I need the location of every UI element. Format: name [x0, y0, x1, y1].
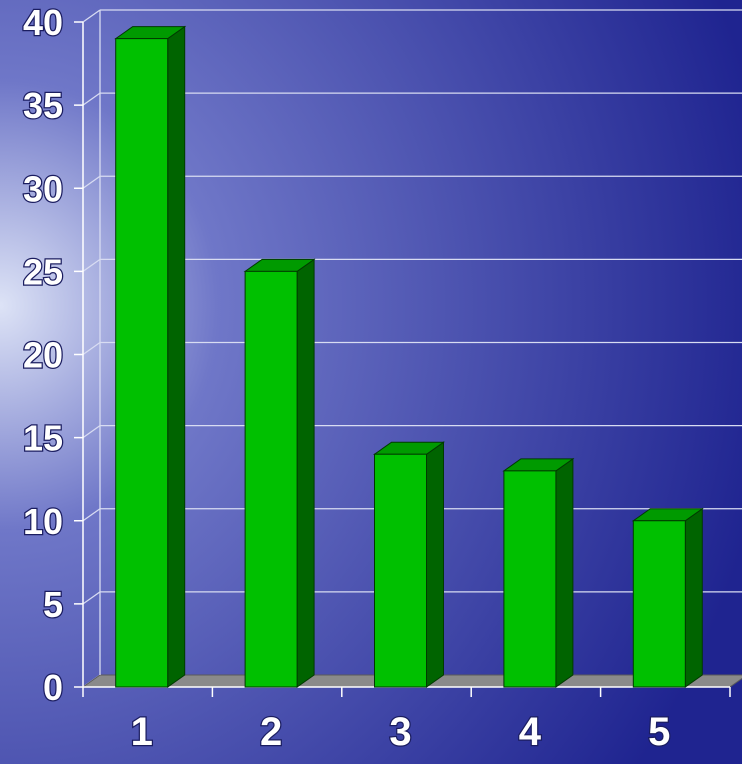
bar-front-face — [632, 520, 686, 688]
bar — [114, 25, 187, 688]
bar — [502, 457, 575, 688]
x-tick-label: 2 — [260, 710, 282, 754]
y-tick-label: 10 — [23, 501, 63, 542]
side-wall-gridline — [82, 591, 101, 605]
gridlines — [82, 9, 742, 688]
side-wall-gridline — [82, 92, 101, 106]
side-wall-gridline — [82, 175, 101, 189]
bar — [243, 258, 316, 688]
y-tick-label: 15 — [23, 418, 63, 459]
side-wall-gridline — [82, 341, 101, 356]
side-wall-gridline — [82, 258, 101, 272]
x-tick-label: 3 — [389, 710, 411, 754]
bar — [631, 507, 704, 688]
side-wall-gridline — [82, 508, 101, 522]
y-tick-label: 35 — [23, 85, 63, 126]
bar-side-face — [555, 457, 574, 688]
y-tick-label: 25 — [23, 251, 63, 292]
y-tick-label: 20 — [23, 335, 63, 376]
labels: 0 5 10 15 20 25 30 35 40 1 2 3 4 5 — [22, 1, 672, 756]
bars — [114, 25, 704, 688]
side-wall-gridline — [82, 425, 101, 439]
y-tick-label: 30 — [23, 168, 63, 209]
x-tick-label: 5 — [648, 710, 670, 754]
bar-side-face — [426, 441, 444, 688]
bar-front-face — [374, 453, 427, 688]
bar-front-face — [503, 470, 557, 688]
x-tick-label: 1 — [131, 710, 153, 754]
bar-front-face — [115, 38, 169, 688]
bar — [372, 441, 446, 688]
bar-front-face — [244, 270, 298, 688]
y-tick-label: 0 — [43, 667, 63, 708]
bar-side-face — [167, 25, 186, 688]
x-tick-label: 4 — [519, 710, 542, 754]
bar-side-face — [296, 258, 315, 688]
y-tick-label: 40 — [23, 2, 63, 43]
y-tick-label: 5 — [43, 584, 63, 625]
side-wall-gridline — [82, 9, 101, 23]
bar-side-face — [684, 507, 703, 688]
